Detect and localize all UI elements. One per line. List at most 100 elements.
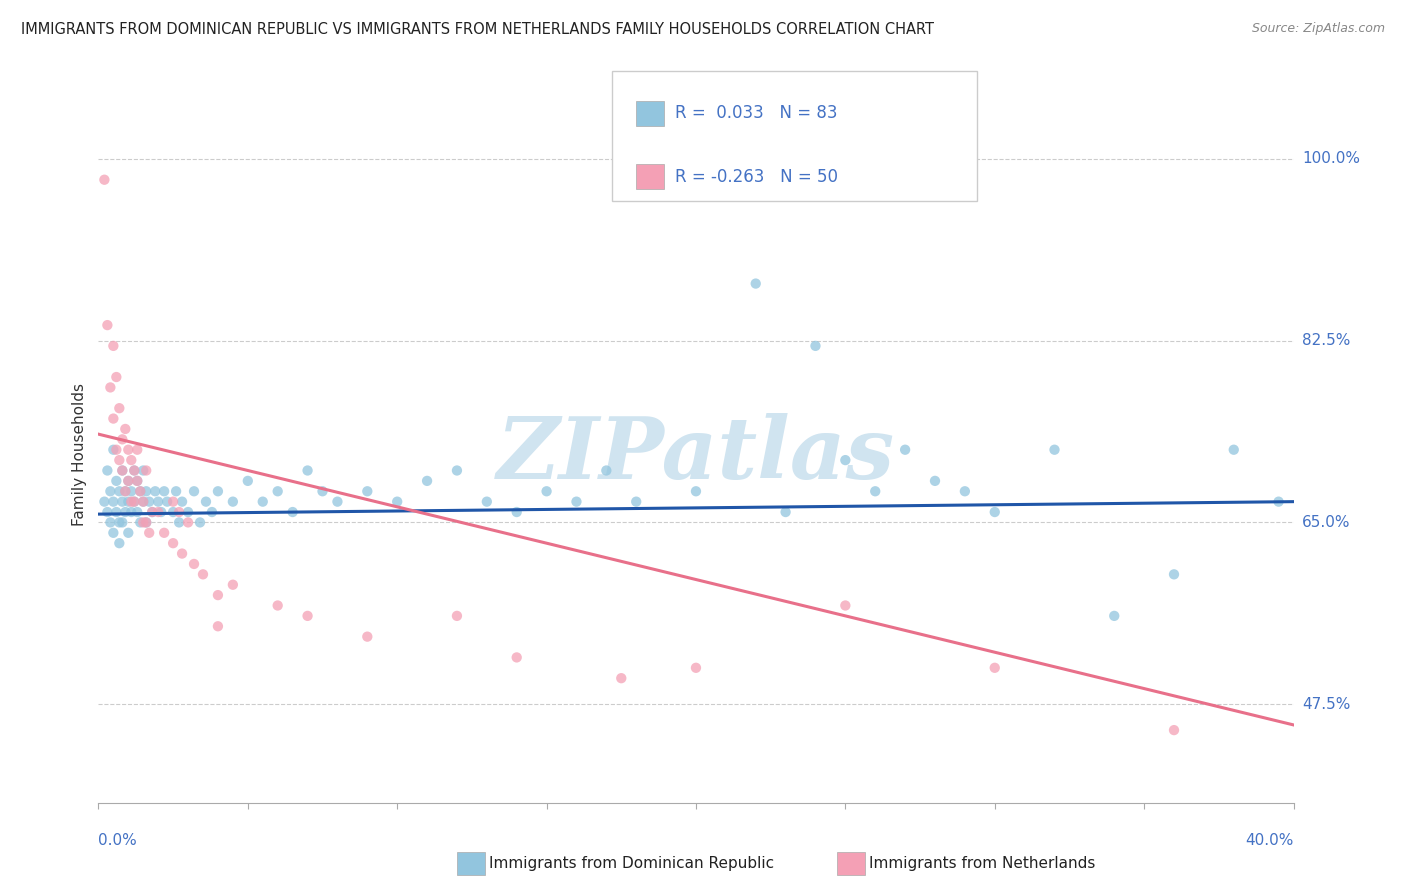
- Point: [177, 516, 200, 530]
- Text: 65.0%: 65.0%: [1302, 515, 1350, 530]
- Point: [153, 484, 176, 499]
- Point: [132, 516, 155, 530]
- Point: [127, 505, 149, 519]
- Point: [108, 401, 131, 416]
- Point: [865, 484, 887, 499]
- Point: [446, 463, 468, 477]
- Point: [103, 525, 125, 540]
- Point: [172, 494, 194, 508]
- Point: [153, 525, 176, 540]
- Point: [105, 474, 128, 488]
- Point: [105, 370, 128, 384]
- Point: [120, 494, 142, 508]
- Point: [177, 505, 200, 519]
- Point: [165, 484, 187, 499]
- Y-axis label: Family Households: Family Households: [72, 384, 87, 526]
- Point: [111, 516, 134, 530]
- Point: [595, 463, 617, 477]
- Point: [1043, 442, 1066, 457]
- Point: [1163, 723, 1185, 738]
- Point: [120, 505, 142, 519]
- Point: [103, 339, 125, 353]
- Point: [132, 463, 155, 477]
- Point: [108, 484, 131, 499]
- Point: [416, 474, 439, 488]
- Text: 82.5%: 82.5%: [1302, 334, 1350, 348]
- Point: [135, 484, 157, 499]
- Point: [98, 516, 122, 530]
- Point: [129, 516, 152, 530]
- Point: [162, 505, 184, 519]
- Point: [162, 494, 184, 508]
- Point: [143, 484, 166, 499]
- Point: [117, 494, 139, 508]
- Point: [127, 442, 149, 457]
- Text: Immigrants from Dominican Republic: Immigrants from Dominican Republic: [489, 856, 775, 871]
- Point: [475, 494, 498, 508]
- Text: 40.0%: 40.0%: [1246, 833, 1294, 848]
- Point: [117, 525, 139, 540]
- Point: [93, 494, 115, 508]
- Point: [610, 671, 633, 685]
- Point: [894, 442, 917, 457]
- Point: [685, 484, 707, 499]
- Point: [117, 474, 139, 488]
- Text: IMMIGRANTS FROM DOMINICAN REPUBLIC VS IMMIGRANTS FROM NETHERLANDS FAMILY HOUSEHO: IMMIGRANTS FROM DOMINICAN REPUBLIC VS IM…: [21, 22, 934, 37]
- Point: [222, 494, 245, 508]
- Point: [983, 661, 1005, 675]
- Point: [207, 588, 229, 602]
- Point: [685, 661, 707, 675]
- Point: [207, 484, 229, 499]
- Point: [983, 505, 1005, 519]
- Point: [167, 505, 190, 519]
- Point: [138, 525, 160, 540]
- Point: [356, 630, 378, 644]
- Point: [624, 494, 647, 508]
- Point: [114, 484, 136, 499]
- Point: [108, 516, 131, 530]
- Point: [129, 484, 152, 499]
- Point: [953, 484, 976, 499]
- Point: [172, 547, 194, 561]
- Point: [96, 318, 118, 332]
- Point: [124, 494, 146, 508]
- Point: [281, 505, 304, 519]
- Point: [804, 339, 827, 353]
- Point: [506, 650, 529, 665]
- Point: [135, 463, 157, 477]
- Point: [183, 484, 205, 499]
- Point: [111, 433, 134, 447]
- Point: [98, 484, 122, 499]
- Point: [138, 494, 160, 508]
- Point: [103, 494, 125, 508]
- Point: [120, 484, 142, 499]
- Point: [148, 505, 170, 519]
- Point: [105, 442, 128, 457]
- Text: 100.0%: 100.0%: [1302, 152, 1360, 167]
- Point: [124, 494, 146, 508]
- Point: [446, 608, 468, 623]
- Point: [252, 494, 274, 508]
- Text: 0.0%: 0.0%: [98, 833, 138, 848]
- Point: [117, 474, 139, 488]
- Point: [834, 599, 856, 613]
- Point: [775, 505, 797, 519]
- Point: [93, 172, 115, 186]
- Point: [162, 536, 184, 550]
- Text: Source: ZipAtlas.com: Source: ZipAtlas.com: [1251, 22, 1385, 36]
- Point: [536, 484, 558, 499]
- Point: [127, 474, 149, 488]
- Point: [108, 453, 131, 467]
- Text: Immigrants from Netherlands: Immigrants from Netherlands: [869, 856, 1095, 871]
- Point: [207, 619, 229, 633]
- Point: [141, 505, 163, 519]
- Point: [117, 442, 139, 457]
- Point: [1267, 494, 1289, 508]
- Point: [924, 474, 946, 488]
- Point: [297, 463, 319, 477]
- Point: [834, 453, 856, 467]
- Point: [150, 505, 173, 519]
- Point: [188, 516, 211, 530]
- Point: [111, 463, 134, 477]
- Point: [114, 422, 136, 436]
